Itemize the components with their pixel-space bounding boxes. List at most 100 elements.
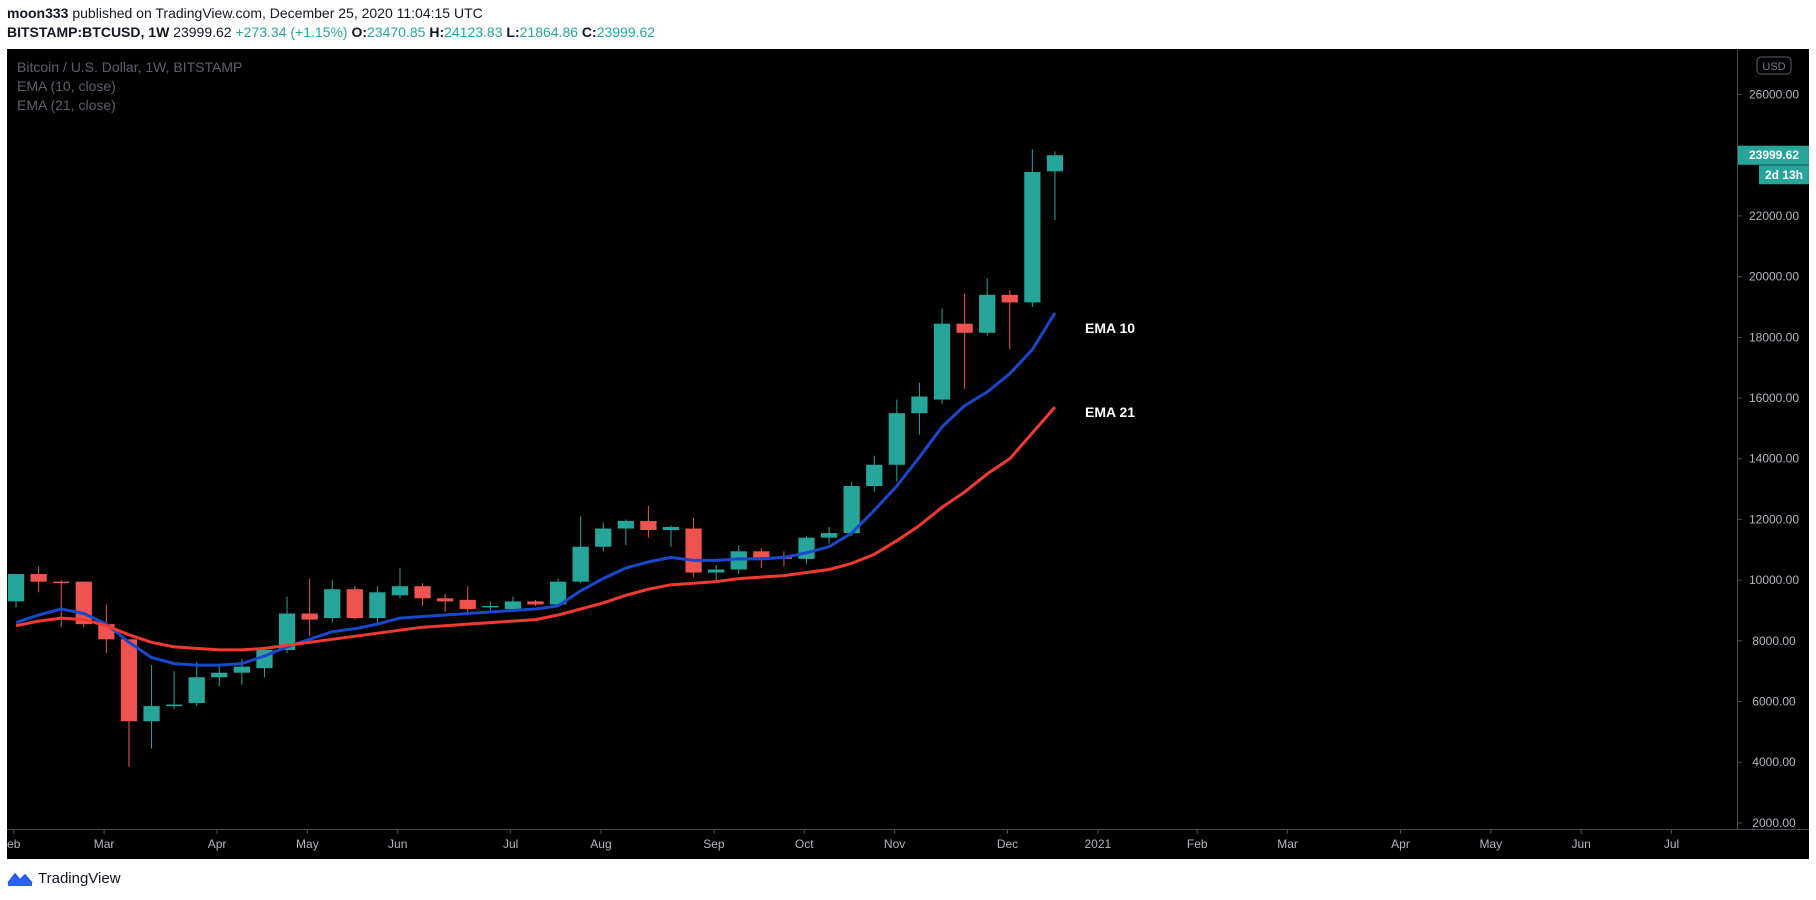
candle-body[interactable] [956,323,973,333]
x-tick-label: Sep [703,837,725,851]
symbol-info-bar: BITSTAMP:BTCUSD, 1W 23999.62 +273.34 (+1… [7,24,655,40]
y-tick-label: 16000.00 [1749,391,1799,405]
currency-label: USD [1762,61,1785,73]
candle-body[interactable] [211,672,228,678]
candle-body[interactable] [278,613,296,650]
legend-ema21[interactable]: EMA (21, close) [17,97,116,113]
candle-body[interactable] [979,294,996,333]
x-tick-label: Jun [1571,837,1590,851]
symbol-label: BITSTAMP:BTCUSD, 1W [7,24,170,40]
candle-body[interactable] [866,464,883,487]
candle-body[interactable] [391,586,409,596]
open-label: O: [351,24,368,40]
close-label: C: [581,24,597,40]
x-tick-label: Dec [997,837,1018,851]
candle-body[interactable] [346,589,363,619]
candle-body[interactable] [324,589,341,619]
brand-name: TradingView [38,870,121,887]
candle-body[interactable] [595,528,612,547]
candle-body[interactable] [933,323,951,400]
high-value: 24123.83 [444,24,503,40]
candle-body[interactable] [369,592,386,619]
y-tick-label: 10000.00 [1749,573,1799,587]
candle-body[interactable] [414,586,431,599]
candle-body[interactable] [30,574,47,582]
y-tick-label: 2000.00 [1752,816,1796,830]
candle-body[interactable] [549,581,567,605]
countdown-badge-label: 2d 13h [1765,168,1803,182]
candle-body[interactable] [662,527,680,531]
last-price-badge-label: 23999.62 [1749,148,1799,162]
x-tick-label: Feb [1187,837,1208,851]
candle-body[interactable] [708,569,725,573]
ema21-line[interactable] [15,406,1057,652]
y-tick-label: 12000.00 [1749,512,1799,526]
x-tick-label: Jul [503,837,518,851]
candle-body[interactable] [165,704,183,707]
low-label: L: [506,24,520,40]
published-text: published on TradingView.com, December 2… [72,5,483,21]
candle-body[interactable] [1001,294,1018,303]
candle-body[interactable] [301,613,318,620]
candle-body[interactable] [1024,171,1041,303]
candle-body[interactable] [437,598,454,602]
high-label: H: [429,24,445,40]
x-tick-label: Mar [1277,837,1298,851]
x-tick-label: Aug [590,837,611,851]
candle-body[interactable] [617,520,634,529]
candle-body[interactable] [888,413,905,465]
footer-brand[interactable]: TradingView [7,870,121,887]
x-tick-label: Oct [795,837,814,851]
chart-frame[interactable]: 2000.00 4000.00 6000.00 8000.00 10000.00 1200… [7,49,1809,859]
candle-body[interactable] [685,528,702,573]
x-tick-label: Jun [388,837,407,851]
candle-body[interactable] [459,599,476,609]
candle-body[interactable] [820,533,838,538]
candle-body[interactable] [753,551,770,558]
x-tick-label: Mar [94,837,115,851]
x-tick-label: Apr [208,837,227,851]
x-tick-label: May [1479,837,1502,851]
y-tick-label: 14000.00 [1749,452,1799,466]
candle-body[interactable] [730,551,747,570]
legend-title[interactable]: Bitcoin / U.S. Dollar, 1W, BITSTAMP [17,59,243,75]
x-tick-label: 2021 [1084,837,1111,851]
candle-body[interactable] [143,706,160,722]
ema10-annotation: EMA 10 [1085,320,1135,336]
candle-body[interactable] [572,546,589,582]
candle-body[interactable] [843,486,860,534]
y-tick-label: 22000.00 [1749,209,1799,223]
price-chart[interactable]: 2000.00 4000.00 6000.00 8000.00 10000.00 1200… [7,49,1809,859]
last-price-badge: 23999.62 2d 13h [1738,145,1809,185]
candle-body[interactable] [7,574,25,602]
close-value: 23999.62 [596,24,656,40]
y-tick-label: 18000.00 [1749,330,1799,344]
ema10-line[interactable] [15,312,1057,667]
author-name[interactable]: moon333 [7,5,69,21]
candle-body[interactable] [53,581,70,584]
chart-legend: Bitcoin / U.S. Dollar, 1W, BITSTAMP EMA … [17,58,242,115]
currency-badge[interactable]: USD [1756,56,1792,75]
candle-body[interactable] [188,677,205,704]
open-value: 23470.85 [367,24,426,40]
last-price: 23999.62 [173,24,232,40]
candle-body[interactable] [482,605,499,608]
x-tick-label: eb [7,837,21,851]
y-tick-label: 8000.00 [1752,634,1796,648]
candle-body[interactable] [1046,155,1064,172]
legend-ema10[interactable]: EMA (10, close) [17,78,116,94]
y-tick-label: 4000.00 [1752,755,1796,769]
x-tick-label: Jul [1664,837,1679,851]
candle-body[interactable] [798,537,815,559]
candle-body[interactable] [233,666,251,673]
candle-body[interactable] [640,520,657,531]
candle-body[interactable] [911,396,928,414]
tradingview-logo-icon [7,872,33,886]
candle-body[interactable] [120,639,138,722]
ema21-annotation: EMA 21 [1085,404,1135,420]
price-change: +273.34 (+1.15%) [235,24,348,40]
publish-info: moon333 published on TradingView.com, De… [7,5,483,21]
candle-body[interactable] [527,601,544,605]
candle-body[interactable] [504,601,522,609]
x-tick-label: Apr [1391,837,1410,851]
